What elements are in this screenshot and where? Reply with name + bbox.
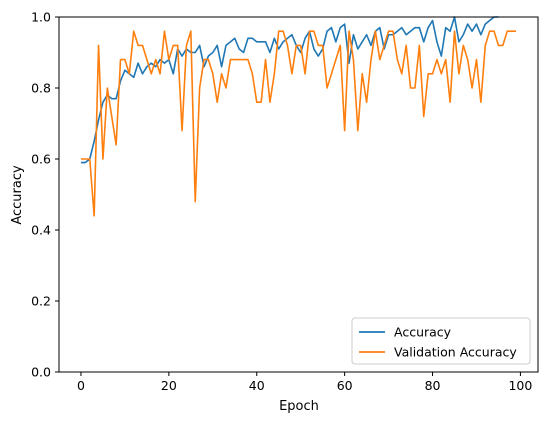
- plot-area: [80, 16, 517, 217]
- series-line-validation-accuracy: [80, 30, 517, 217]
- x-tick-label: 60: [337, 378, 353, 393]
- y-tick-label: 1.0: [31, 10, 51, 25]
- legend-label: Validation Accuracy: [394, 345, 517, 360]
- x-axis-label: Epoch: [279, 399, 319, 414]
- y-tick-label: 0.0: [31, 365, 51, 380]
- y-tick-label: 0.2: [31, 294, 51, 309]
- x-tick-label: 80: [425, 378, 441, 393]
- y-tick-label: 0.6: [31, 152, 51, 167]
- x-axis-ticks: 0 20 40 60 80 100: [77, 372, 532, 393]
- y-tick-label: 0.4: [31, 223, 51, 238]
- plot-frame: [58, 16, 539, 373]
- y-tick-label: 0.8: [31, 81, 51, 96]
- legend: Accuracy Validation Accuracy: [351, 317, 531, 365]
- x-tick-label: 0: [77, 378, 85, 393]
- series-line-accuracy: [80, 16, 499, 164]
- x-tick-label: 100: [508, 378, 532, 393]
- x-tick-label: 20: [161, 378, 177, 393]
- y-axis-label: Accuracy: [10, 165, 25, 225]
- legend-label: Accuracy: [394, 325, 452, 340]
- legend-box: [351, 317, 531, 365]
- x-tick-label: 40: [249, 378, 265, 393]
- y-axis-ticks: 0.0 0.2 0.4 0.6 0.8 1.0: [31, 10, 59, 380]
